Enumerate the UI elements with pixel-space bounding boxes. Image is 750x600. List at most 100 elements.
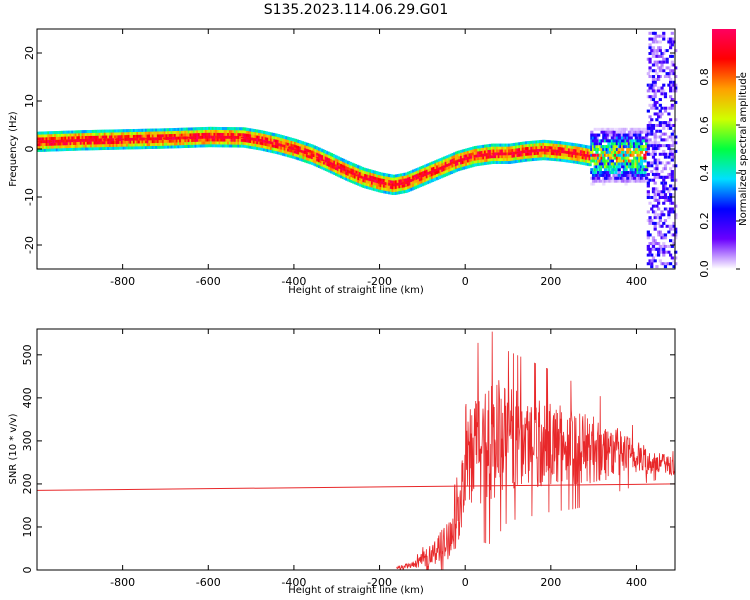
spectrogram-cell (614, 171, 618, 175)
spectrogram-cell (132, 140, 137, 144)
spectrogram-cell (631, 150, 635, 154)
spectrogram-cell (148, 140, 152, 144)
spectrogram-cell (357, 165, 361, 169)
spectrogram-cell (672, 164, 676, 168)
spectrogram-cell (401, 187, 406, 191)
spectrogram-cell (60, 145, 65, 149)
spectrogram-cell (136, 131, 140, 135)
spectrogram-cell (480, 162, 484, 166)
spectrogram-cell (638, 176, 642, 180)
spectrogram-cell (485, 144, 489, 148)
spectrogram-cell (672, 210, 676, 214)
spectrogram-cell (660, 60, 664, 64)
spectrogram-cell (441, 174, 445, 178)
spectrogram-cell (511, 160, 515, 164)
spectrogram-cell (603, 150, 608, 154)
spectrogram-cell (172, 136, 176, 140)
spectrogram-cell (50, 145, 54, 149)
spectrogram-cell (448, 154, 452, 158)
spectrogram-cell (132, 131, 137, 135)
spectrogram-cell (247, 133, 251, 137)
spectrogram-cell (561, 153, 565, 157)
spectrogram-cell (657, 250, 661, 254)
spectrogram-cell (350, 179, 354, 183)
spectrogram-cell (38, 140, 42, 144)
spectrogram-cell (162, 139, 166, 143)
spectrogram-cell (408, 188, 412, 192)
spectrogram-cell (112, 132, 116, 136)
spectrogram-cell (247, 131, 251, 135)
spectrogram-cell (168, 142, 173, 146)
spectrogram-cell (211, 126, 215, 130)
spectrogram-cell (293, 141, 298, 145)
spectrogram-cell (521, 144, 525, 148)
spectrogram-cell (665, 224, 669, 228)
spectrogram-cell (634, 150, 638, 154)
spectrogram-cell (114, 132, 118, 136)
spectrogram-cell (669, 262, 673, 266)
spectrogram-cell (208, 144, 212, 148)
spectrogram-cell (76, 136, 80, 140)
spectrogram-cell (538, 140, 543, 144)
spectrogram-cell (617, 127, 621, 131)
spectrogram-cell (60, 133, 65, 137)
spectrogram-cell (420, 180, 424, 184)
spectrogram-cell (425, 166, 429, 170)
spectrogram-cell (629, 127, 633, 131)
spectrogram-cell (634, 145, 638, 149)
spectrogram-cell (424, 164, 428, 168)
spectrogram-cell (168, 145, 173, 149)
spectrogram-cell (76, 130, 80, 134)
spectrogram-cell (651, 221, 656, 225)
spectrogram-cell (619, 179, 623, 183)
spectrogram-cell (593, 136, 597, 140)
spectrogram-cell (341, 176, 346, 180)
spectrogram-cell (612, 162, 616, 166)
spectrogram-cell (110, 141, 114, 145)
spectrogram-cell (57, 133, 61, 137)
spectrogram-cell (191, 133, 195, 137)
spectrogram-cell (665, 144, 669, 148)
spectrogram-cell (639, 159, 644, 163)
spectrogram-cell (650, 86, 654, 90)
spectrogram-cell (228, 130, 233, 134)
spectrogram-cell (146, 134, 150, 138)
spectrogram-cell (62, 133, 66, 137)
spectrogram-cell (43, 137, 48, 141)
spectrogram-cell (288, 137, 292, 141)
spectrogram-cell (264, 137, 268, 141)
spectrogram-cell (537, 140, 541, 144)
spectrogram-cell (369, 172, 373, 176)
spectrogram-cell (158, 128, 162, 132)
spectrogram-cell (485, 161, 489, 165)
spectrogram-cell (285, 153, 289, 157)
spectrogram-cell (648, 233, 652, 237)
spectrogram-cell (658, 115, 662, 119)
spectrogram-cell (612, 168, 616, 172)
x-tick-label: -600 (196, 576, 221, 589)
spectrogram-cell (513, 145, 517, 149)
spectrogram-cell (669, 54, 673, 58)
spectrogram-cell (501, 160, 505, 164)
spectrogram-cell (317, 153, 322, 157)
spectrogram-cell (155, 128, 159, 132)
spectrogram-cell (545, 154, 549, 158)
spectrogram-cell (333, 157, 337, 161)
spectrogram-cell (367, 174, 371, 178)
spectrogram-cell (290, 137, 294, 141)
spectrogram-cell (545, 145, 549, 149)
spectrogram-cell (641, 147, 645, 151)
spectrogram-cell (653, 95, 657, 99)
spectrogram-cell (88, 138, 92, 142)
spectrogram-cell (670, 178, 674, 182)
spectrogram-cell (278, 134, 282, 138)
y-tick-label: 10 (23, 94, 36, 108)
spectrogram-cell (595, 176, 599, 180)
spectrogram-cell (655, 247, 659, 251)
spectrogram-cell (621, 165, 625, 169)
spectrogram-cell (600, 139, 604, 143)
spectrogram-cell (653, 34, 657, 38)
spectrogram-cell (639, 176, 644, 180)
spectrogram-cell (273, 133, 277, 137)
